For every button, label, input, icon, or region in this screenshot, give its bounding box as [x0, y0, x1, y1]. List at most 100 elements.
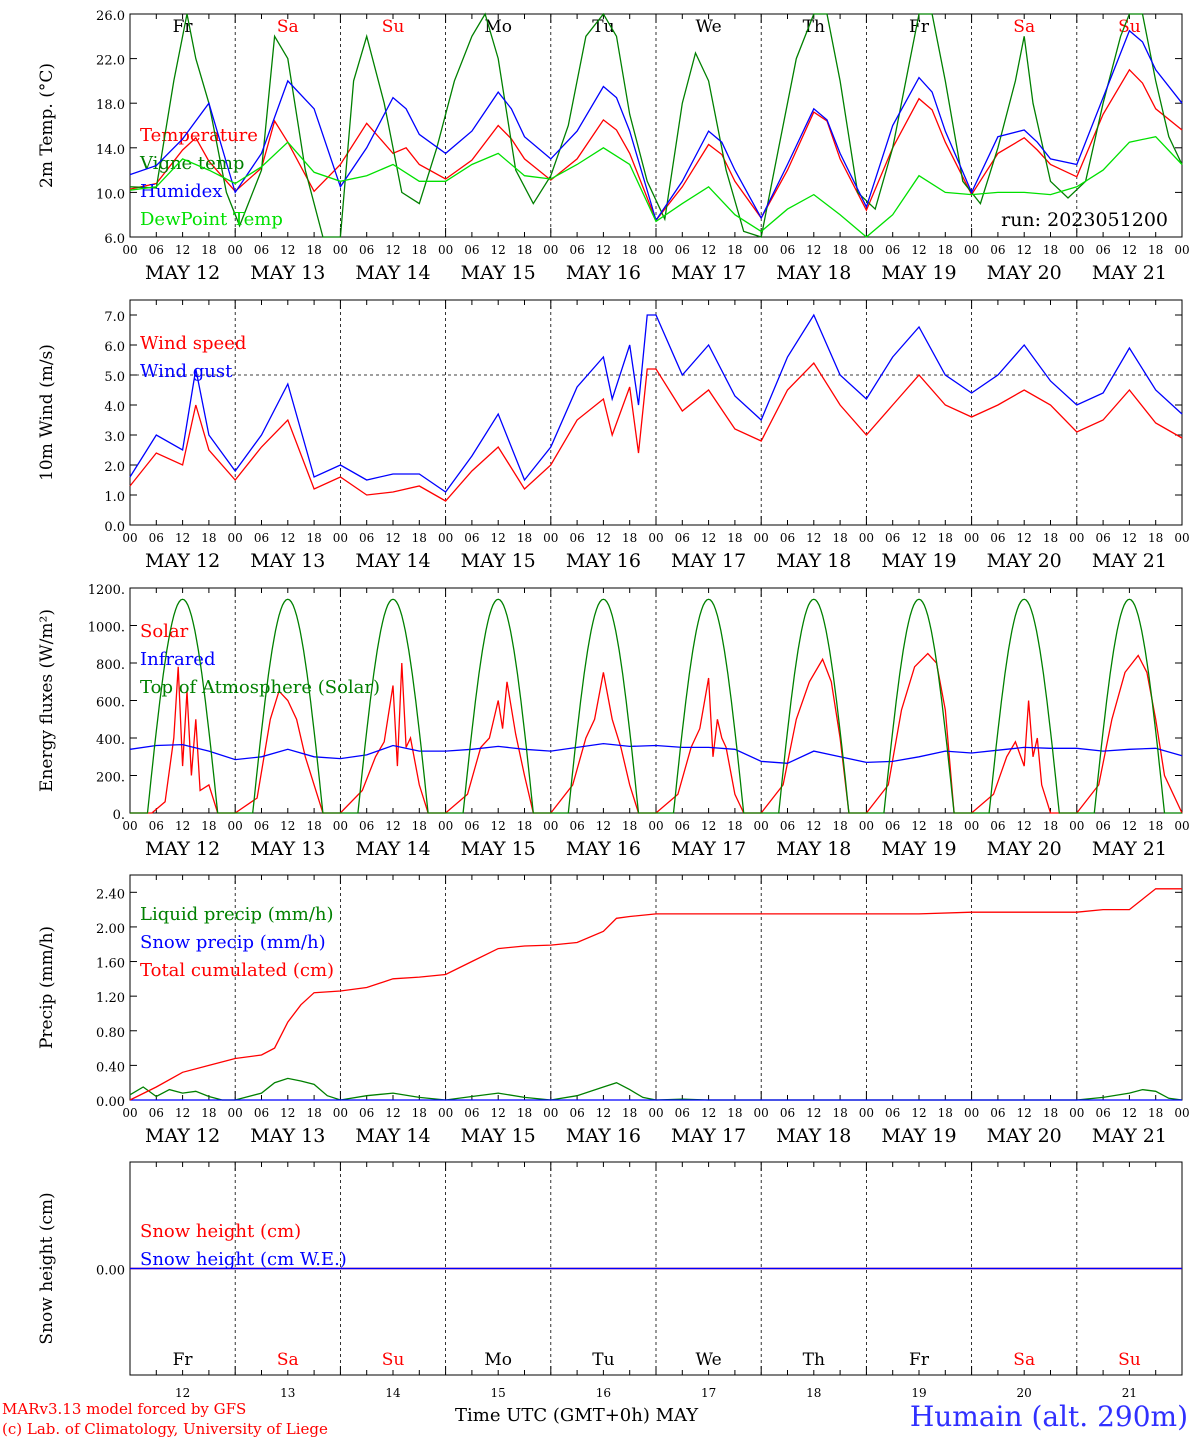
wind-hour-label: 12: [596, 531, 611, 545]
energy-date-label: MAY 15: [461, 838, 536, 860]
temp-ytick-label: 14.0: [96, 143, 125, 158]
wind-ytick-label: 6.0: [104, 340, 125, 355]
temp-hour-label: 12: [911, 243, 926, 257]
precip-hour-label: 12: [1122, 1106, 1137, 1120]
temp-hour-label: 06: [990, 243, 1005, 257]
precip-hour-label: 00: [964, 1106, 979, 1120]
temp-hour-label: 18: [201, 243, 216, 257]
credit-line-1: MARv3.13 model forced by GFS: [2, 1400, 247, 1418]
precip-ytick-label: 0.40: [96, 1060, 125, 1075]
temp-hour-label: 12: [280, 243, 295, 257]
precip-date-label: MAY 19: [881, 1125, 956, 1147]
weekday-label: Sa: [1013, 17, 1035, 37]
weekday-label: Fr: [909, 17, 930, 37]
wind-hour-label: 12: [1017, 531, 1032, 545]
temp-ytick-label: 26.0: [96, 9, 125, 24]
wind-legend-entry: Wind speed: [140, 333, 246, 354]
wind-frame: [129, 299, 1183, 526]
temp-date-label: MAY 15: [461, 262, 536, 284]
energy-hour-label: 06: [675, 819, 690, 833]
precip-hour-label: 00: [438, 1106, 453, 1120]
wind-hour-label: 00: [228, 531, 243, 545]
temp-y-axis-label: 2m Temp. (°C): [37, 63, 57, 188]
energy-hour-label: 00: [1174, 819, 1189, 833]
energy-hour-label: 18: [201, 819, 216, 833]
energy-date-label: MAY 13: [250, 838, 325, 860]
precip-date-label: MAY 18: [776, 1125, 851, 1147]
temp-frame: [129, 13, 1183, 238]
wind-ytick-label: 4.0: [104, 400, 125, 415]
precip-hour-label: 06: [464, 1106, 479, 1120]
snow-ytick-label: 0.00: [96, 1264, 125, 1279]
snow-legend-entry: Snow height (cm W.E.): [140, 1249, 347, 1270]
weekday-label: Sa: [277, 17, 299, 37]
weekday-label: Tu: [592, 1350, 614, 1370]
precip-hour-label: 06: [885, 1106, 900, 1120]
temp-ytick-label: 6.0: [104, 232, 125, 247]
temp-date-label: MAY 17: [671, 262, 746, 284]
energy-hour-label: 12: [1017, 819, 1032, 833]
wind-hour-label: 18: [727, 531, 742, 545]
energy-ytick-label: 1200.: [88, 583, 125, 598]
energy-date-label: MAY 19: [881, 838, 956, 860]
precip-hour-label: 18: [622, 1106, 637, 1120]
wind-hour-label: 00: [964, 531, 979, 545]
energy-hour-label: 06: [990, 819, 1005, 833]
temp-hour-label: 18: [1043, 243, 1058, 257]
wind-hour-label: 06: [359, 531, 374, 545]
precip-date-label: MAY 15: [461, 1125, 536, 1147]
wind-hour-label: 12: [175, 531, 190, 545]
precip-hour-label: 12: [175, 1106, 190, 1120]
temp-hour-label: 12: [701, 243, 716, 257]
temp-hour-label: 00: [754, 243, 769, 257]
wind-hour-label: 06: [990, 531, 1005, 545]
precip-hour-label: 00: [228, 1106, 243, 1120]
precip-date-label: MAY 14: [355, 1125, 430, 1147]
temp-series-humidex: [129, 29, 1183, 222]
temp-date-label: MAY 21: [1092, 262, 1167, 284]
temp-hour-label: 18: [938, 243, 953, 257]
wind-hour-label: 00: [1069, 531, 1084, 545]
temp-hour-label: 00: [438, 243, 453, 257]
energy-hour-label: 00: [648, 819, 663, 833]
precip-hour-label: 18: [517, 1106, 532, 1120]
wind-hour-label: 00: [333, 531, 348, 545]
temp-date-label: MAY 19: [881, 262, 956, 284]
temp-date-label: MAY 18: [776, 262, 851, 284]
temp-hour-label: 12: [1122, 243, 1137, 257]
energy-hour-label: 12: [385, 819, 400, 833]
wind-date-label: MAY 13: [250, 550, 325, 572]
energy-hour-label: 18: [1148, 819, 1163, 833]
energy-legend-entry: Top of Atmosphere (Solar): [140, 677, 380, 698]
precip-ytick-label: 0.00: [96, 1095, 125, 1110]
day-number-label: 12: [175, 1386, 190, 1400]
day-number-label: 15: [491, 1386, 506, 1400]
precip-hour-label: 18: [201, 1106, 216, 1120]
energy-hour-label: 00: [859, 819, 874, 833]
energy-date-label: MAY 14: [355, 838, 430, 860]
energy-hour-label: 12: [806, 819, 821, 833]
precip-date-label: MAY 17: [671, 1125, 746, 1147]
precip-hour-label: 12: [806, 1106, 821, 1120]
weekday-label: Su: [1118, 1350, 1141, 1370]
temp-hour-label: 06: [885, 243, 900, 257]
precip-date-label: MAY 21: [1092, 1125, 1167, 1147]
energy-hour-label: 18: [727, 819, 742, 833]
day-number-label: 17: [701, 1386, 716, 1400]
wind-hour-label: 06: [569, 531, 584, 545]
energy-legend-entry: Solar: [140, 621, 189, 642]
wind-hour-label: 00: [543, 531, 558, 545]
energy-hour-label: 00: [754, 819, 769, 833]
energy-hour-label: 00: [122, 819, 137, 833]
weekday-label: Mo: [484, 1350, 512, 1370]
energy-hour-label: 12: [596, 819, 611, 833]
wind-hour-label: 18: [517, 531, 532, 545]
temp-date-label: MAY 16: [566, 262, 641, 284]
energy-hour-label: 06: [1095, 819, 1110, 833]
precip-hour-label: 06: [359, 1106, 374, 1120]
precip-hour-label: 06: [149, 1106, 164, 1120]
precip-hour-label: 12: [911, 1106, 926, 1120]
day-number-label: 13: [280, 1386, 295, 1400]
wind-hour-label: 18: [1043, 531, 1058, 545]
